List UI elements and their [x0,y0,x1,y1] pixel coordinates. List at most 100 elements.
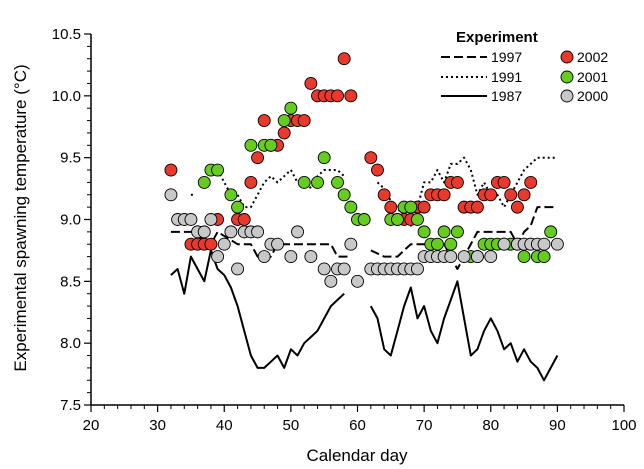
point-2000 [257,250,271,264]
legend-label-2000: 2000 [577,88,608,104]
point-2000 [337,262,351,276]
point-2000 [351,274,364,288]
x-tick-label: 40 [216,417,233,434]
point-2002 [484,188,498,202]
y-tick-label: 9.5 [60,150,81,167]
point-2002 [204,237,218,251]
y-axis-title: Experimental spawning temperature (°C) [11,64,30,371]
point-2001 [297,175,311,189]
point-2001 [311,175,324,189]
point-2002 [450,175,464,189]
point-2000 [304,250,318,264]
point-2001 [197,175,211,189]
line-series [170,156,559,382]
point-2000 [284,250,298,264]
point-2002 [377,188,391,202]
y-tick-label: 8.5 [60,273,81,290]
point-2001 [317,151,331,165]
point-2000 [224,225,238,239]
point-2001 [411,213,424,226]
point-2000 [231,262,245,276]
point-2002 [237,213,251,226]
point-2001 [431,237,444,251]
x-tick-label: 70 [416,417,433,434]
point-2002 [251,151,265,165]
point-2000 [204,213,218,226]
point-series [164,52,564,288]
point-2001 [404,200,418,214]
point-2000 [324,274,338,288]
legend-label-2001: 2001 [577,69,608,85]
point-2001 [264,138,278,152]
point-2001 [344,200,358,214]
point-2002 [344,89,358,103]
point-2002 [417,200,431,214]
point-2002 [371,163,384,177]
point-2000 [197,225,211,239]
point-2002 [437,188,451,202]
y-tick-label: 10.5 [52,26,81,43]
point-2002 [497,175,511,189]
legend-label-2002: 2002 [577,49,608,65]
point-2002 [517,188,531,202]
point-2001 [450,225,464,239]
point-2002 [257,114,271,128]
legend-label-1997: 1997 [491,49,522,65]
point-2002 [384,200,398,214]
point-2001 [417,225,431,239]
point-2000 [457,250,471,264]
x-axis-title: Calendar day [306,446,408,465]
point-2000 [251,225,265,239]
point-2001 [391,213,404,226]
point-2000 [537,237,551,251]
point-2002 [524,175,538,189]
point-2001 [517,250,531,264]
point-2000 [497,237,511,251]
legend-label-1987: 1987 [491,88,522,104]
legend: Experiment 1997 1991 1987 2002 2001 2000 [441,29,608,104]
point-2001 [284,101,298,115]
y-tick-label: 7.5 [60,397,81,414]
point-2000 [164,188,178,202]
point-2001 [444,237,458,251]
point-2002 [337,52,351,66]
x-tick-label: 50 [283,417,300,434]
point-2001 [437,225,451,239]
point-2000 [470,250,484,264]
point-2002 [504,188,518,202]
legend-title: Experiment [456,29,538,46]
line-1997 [370,206,558,270]
point-2000 [211,250,225,264]
point-2000 [550,237,564,251]
x-tick-label: 80 [482,417,499,434]
line-1991 [216,169,345,209]
point-2001 [211,163,225,177]
point-2001 [357,213,371,226]
point-2001 [337,188,351,202]
point-2000 [217,237,231,251]
point-2001 [231,200,245,214]
x-tick-label: 20 [83,417,100,434]
point-2002 [164,163,178,177]
y-tick-label: 10.0 [52,88,81,105]
legend-marker-2001 [560,70,574,84]
point-2002 [470,200,484,214]
point-2002 [304,77,318,90]
legend-marker-2002 [560,50,574,64]
legend-label-1991: 1991 [491,69,522,85]
point-2000 [184,213,198,226]
x-tick-label: 30 [149,417,166,434]
point-2000 [344,237,358,251]
point-2000 [484,250,498,264]
point-2001 [224,188,238,202]
point-2000 [291,225,304,239]
line-1987 [369,280,559,382]
x-tick-label: 90 [549,417,566,434]
point-2000 [444,250,458,264]
point-2001 [277,114,291,128]
point-2002 [277,126,291,140]
y-tick-label: 9.0 [60,212,81,229]
point-2002 [364,151,378,165]
axes: 20 30 40 50 60 70 80 90 100 7.5 8.0 8.5 9.0 9.5 10.0 10… [52,26,637,434]
